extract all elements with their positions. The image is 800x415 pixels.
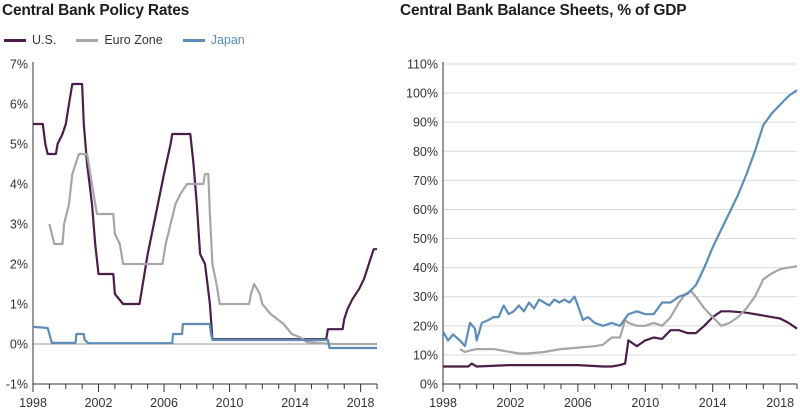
right-y-tick-label: 80% <box>413 145 438 159</box>
left-x-tick-label: 2010 <box>216 396 244 410</box>
left-series-line-euro-zone <box>48 152 377 346</box>
right-y-tick-label: 50% <box>413 232 438 246</box>
right-y-tick-label: 0% <box>420 378 438 392</box>
right-y-tick-label: 90% <box>413 116 438 130</box>
right-series-line-series-2 <box>442 89 798 348</box>
right-y-tick-label: 20% <box>413 319 438 333</box>
right-chart-title: Central Bank Balance Sheets, % of GDP <box>400 2 687 19</box>
legend-swatch-japan <box>182 38 205 42</box>
right-series-line-series-0 <box>443 310 798 368</box>
left-chart: 7% 6% 5% 4% 3% 2% 1% 0% -1% 1998 2002 2006 2010 2014 2… <box>6 58 378 410</box>
left-y-tick-label: 7% <box>10 58 28 72</box>
left-x-tick-label: 2018 <box>347 396 375 410</box>
right-y-tick-label: 110% <box>407 58 438 72</box>
left-series-line-japan <box>32 322 377 350</box>
legend: U.S. Euro Zone Japan <box>4 33 265 47</box>
right-x-tick-label: 2010 <box>631 396 659 410</box>
left-y-tick-label: 6% <box>10 98 28 112</box>
right-series-line-series-1 <box>459 265 798 355</box>
left-y-tick-label: 0% <box>10 338 28 352</box>
left-x-tick-label: 1998 <box>19 396 47 410</box>
legend-item-japan: Japan <box>182 33 245 47</box>
left-series-line-u-s <box>33 82 377 341</box>
right-x-tick-label: 2002 <box>497 396 525 410</box>
right-x-tick-label: 2018 <box>766 396 794 410</box>
right-chart: 110% 100% 90% 80% 70% 60% 50% 40% 30% 20% 10% 0% 199… <box>406 58 798 410</box>
left-y-tick-label: 4% <box>10 178 28 192</box>
left-y-tick-label: 2% <box>10 258 28 272</box>
left-x-tick-label: 2002 <box>85 396 113 410</box>
legend-swatch-eurozone <box>76 38 99 42</box>
left-y-tick-label: 5% <box>10 138 28 152</box>
left-y-tick-label: -1% <box>6 378 28 392</box>
right-y-tick-label: 100% <box>406 87 438 101</box>
legend-label-us: U.S. <box>32 33 57 47</box>
legend-swatch-us <box>4 38 26 42</box>
right-y-tick-label: 30% <box>413 290 438 304</box>
right-y-tick-label: 40% <box>413 261 438 275</box>
legend-item-eurozone: Euro Zone <box>76 33 163 47</box>
right-y-tick-label: 60% <box>413 203 438 217</box>
right-x-tick-label: 2006 <box>564 396 592 410</box>
legend-label-eurozone: Euro Zone <box>104 33 163 47</box>
right-x-tick-label: 1998 <box>429 396 457 410</box>
left-y-tick-label: 1% <box>10 298 28 312</box>
legend-label-japan: Japan <box>210 33 245 47</box>
legend-item-us: U.S. <box>4 33 56 47</box>
left-chart-title: Central Bank Policy Rates <box>2 2 190 19</box>
right-y-tick-label: 70% <box>413 174 438 188</box>
left-x-tick-label: 2014 <box>281 396 309 410</box>
right-x-tick-label: 2014 <box>699 396 727 410</box>
left-y-tick-label: 3% <box>10 218 28 232</box>
right-y-tick-label: 10% <box>413 348 438 362</box>
left-x-tick-label: 2006 <box>150 396 178 410</box>
